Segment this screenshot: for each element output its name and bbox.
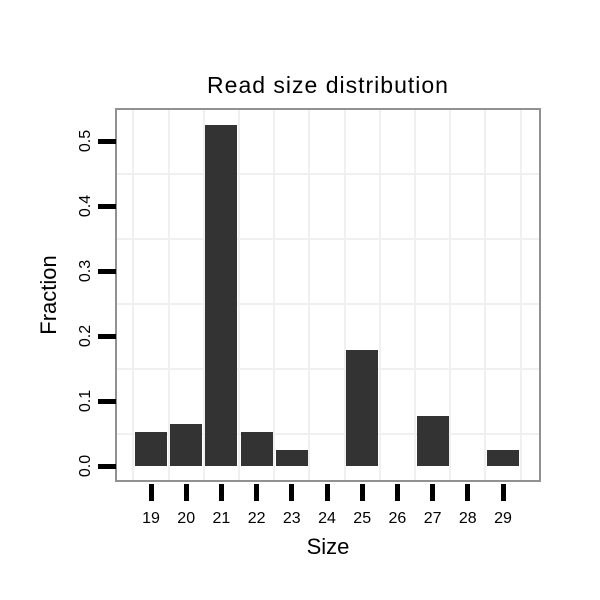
v-gridline [238,110,240,480]
v-gridline [167,110,170,480]
h-gridline [117,302,539,305]
x-tick-label: 26 [388,510,407,527]
y-tick-label: 0.2 [77,324,94,348]
h-gridline [117,237,539,240]
bar-20 [170,424,202,466]
y-tick [98,398,116,404]
bar-22 [241,432,273,466]
x-tick-label: 29 [494,510,512,527]
plot-panel [115,108,541,482]
x-tick [430,484,436,501]
x-tick-label: 24 [318,510,336,527]
h-gridline [117,367,539,370]
x-tick-label: 25 [353,510,372,527]
x-tick-label: 20 [177,510,196,527]
v-gridline [273,110,276,480]
v-gridline [414,110,416,480]
bar-29 [487,450,519,466]
bar-23 [276,450,308,466]
y-tick-label: 0.4 [77,194,94,218]
x-tick-label: 23 [282,510,301,527]
x-tick-label: 21 [212,510,231,527]
x-tick [465,484,471,501]
x-axis-label: Size [306,534,350,559]
y-axis-label: Fraction [36,255,61,335]
x-tick [500,484,506,501]
x-tick-label: 28 [458,510,477,527]
v-gridline [343,110,346,480]
x-tick [289,484,295,501]
x-tick-label: 27 [423,510,442,527]
v-gridline [202,110,205,480]
h-gridline [117,172,539,175]
y-tick-label: 0.0 [77,454,94,478]
bar-25 [346,350,378,466]
x-tick [359,484,365,501]
y-tick-label: 0.5 [77,129,94,153]
y-tick [98,268,116,274]
v-gridline [308,110,311,480]
v-gridline [519,110,522,480]
y-tick-label: 0.3 [77,259,94,283]
h-gridline [117,432,539,435]
y-tick-label: 0.1 [77,389,94,413]
bar-19 [135,432,167,466]
bar-21 [205,125,237,466]
x-tick [394,484,400,501]
y-tick [98,138,116,144]
x-tick [218,484,224,501]
bar-27 [417,416,449,466]
x-tick [254,484,260,501]
y-tick [98,203,116,209]
y-tick [98,333,116,339]
x-tick [324,484,330,501]
chart-title: Read size distribution [207,72,449,98]
v-gridline [449,110,452,480]
y-tick [98,463,116,469]
v-gridline [378,110,381,480]
v-gridline [132,110,135,480]
x-tick-label: 19 [142,510,160,527]
x-tick [148,484,154,501]
x-tick [183,484,189,501]
x-tick-label: 22 [247,510,266,527]
v-gridline [484,110,487,480]
